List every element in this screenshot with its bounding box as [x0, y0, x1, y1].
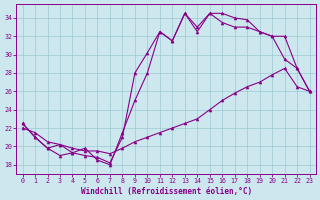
X-axis label: Windchill (Refroidissement éolien,°C): Windchill (Refroidissement éolien,°C) [81, 187, 252, 196]
